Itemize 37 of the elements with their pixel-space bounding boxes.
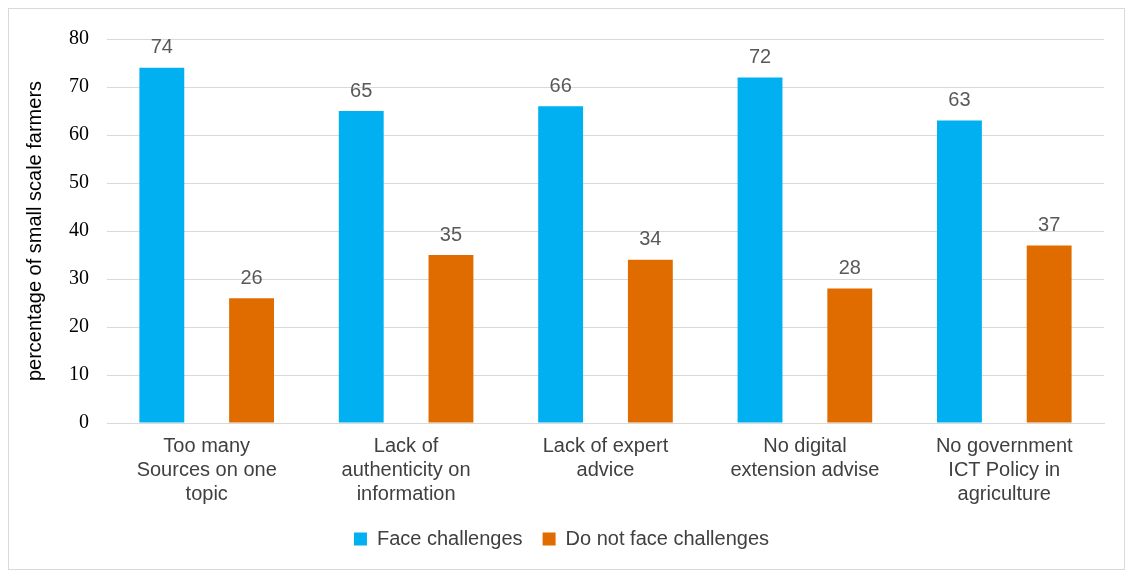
data-label: 37 <box>1038 212 1061 235</box>
x-tick-label: No digital extension advise <box>730 433 880 480</box>
x-tick-label: No government ICT Policy in agriculture <box>935 433 1074 504</box>
data-label: 63 <box>948 88 971 111</box>
data-label: 66 <box>549 73 572 96</box>
y-tick-label: 80 <box>69 26 89 49</box>
y-tick-label: 60 <box>69 122 89 145</box>
bar <box>338 111 384 423</box>
y-tick-label: 10 <box>69 362 89 385</box>
data-label: 65 <box>350 78 373 101</box>
data-label: 28 <box>838 256 861 279</box>
data-label: 74 <box>150 35 173 58</box>
y-tick-label: 70 <box>69 74 89 97</box>
y-tick-label: 50 <box>69 170 89 193</box>
y-tick-label: 40 <box>69 218 89 241</box>
data-label: 26 <box>240 265 263 288</box>
x-tick-label: Lack of expert advice <box>542 433 669 480</box>
bar <box>1026 245 1072 423</box>
y-tick-label: 0 <box>79 410 89 433</box>
bar <box>827 288 873 423</box>
y-tick-label: 30 <box>69 266 89 289</box>
legend-label: Do not face challenges <box>565 526 770 549</box>
bar <box>737 77 783 423</box>
y-axis-title: percentage of small scale farmers <box>22 80 45 382</box>
x-tick-label: Too many Sources on one topic <box>136 433 277 504</box>
legend-label: Face challenges <box>376 526 523 549</box>
bar <box>428 255 474 423</box>
data-label: 34 <box>639 227 662 250</box>
y-tick-label: 20 <box>69 314 89 337</box>
data-label: 35 <box>439 222 463 245</box>
bar <box>937 120 982 423</box>
bar <box>538 106 584 423</box>
bar <box>229 298 274 423</box>
bar <box>627 259 673 423</box>
x-tick-label: Lack of authenticity on information <box>341 433 471 504</box>
bar <box>139 67 185 423</box>
data-label: 72 <box>748 44 772 67</box>
